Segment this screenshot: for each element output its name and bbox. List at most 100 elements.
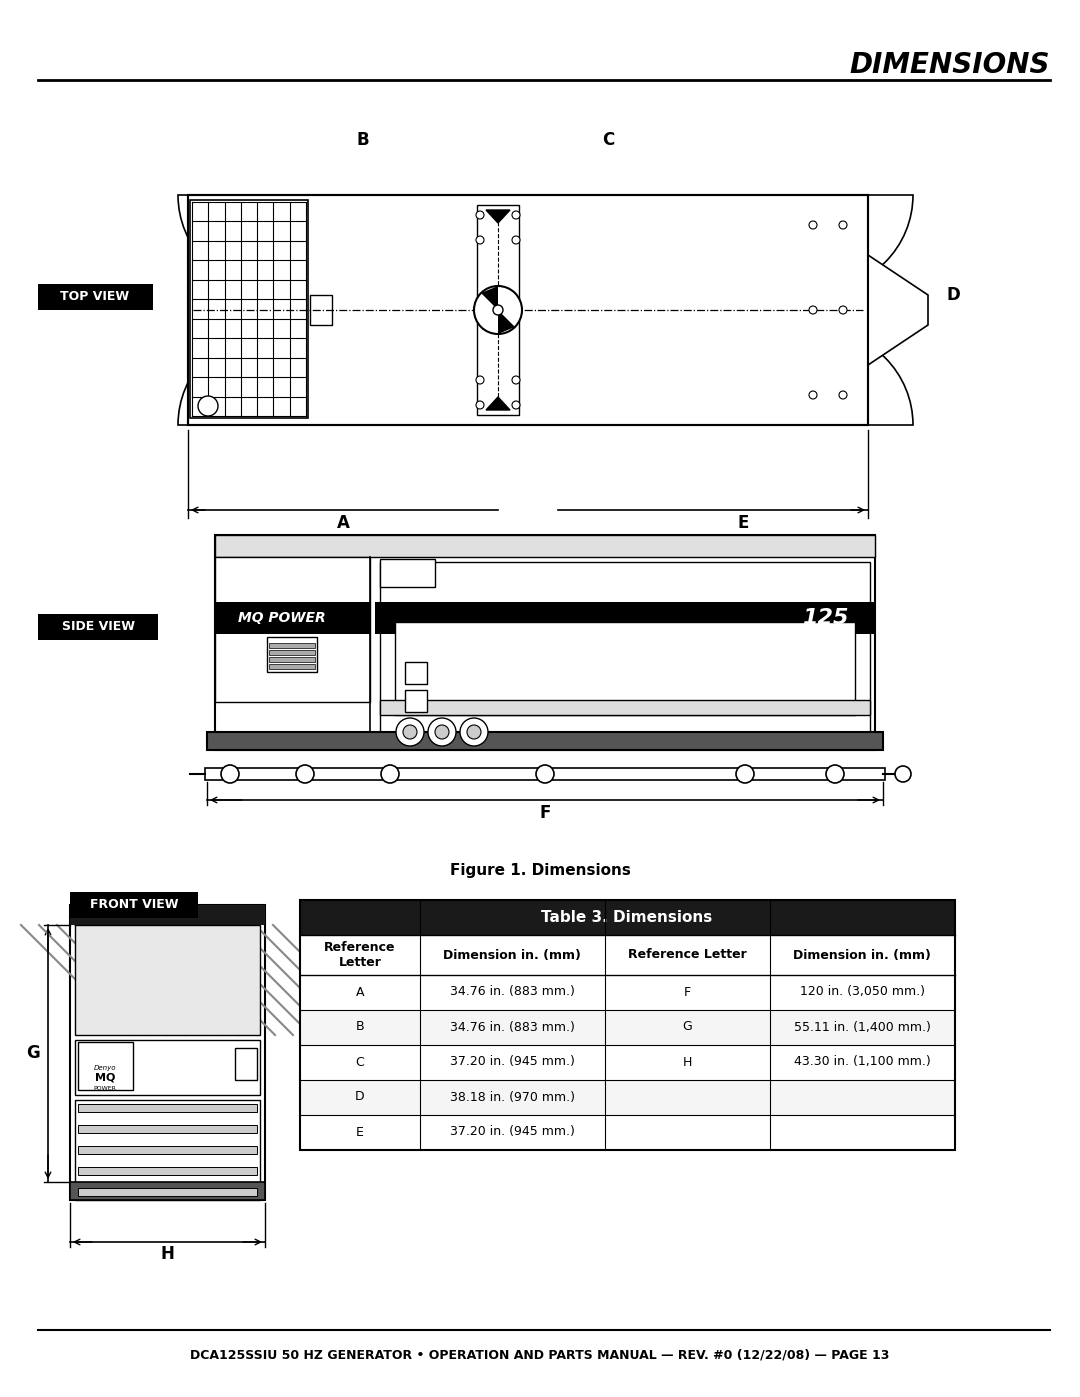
Bar [380, 562, 870, 735]
Bar [75, 1099, 260, 1200]
Text: 34.76 in. (883 mm.): 34.76 in. (883 mm.) [449, 985, 575, 999]
Bar [188, 196, 868, 425]
Text: 120 in. (3,050 mm.): 120 in. (3,050 mm.) [799, 985, 924, 999]
Bar [269, 643, 315, 648]
Bar [188, 196, 868, 425]
Wedge shape [498, 330, 593, 425]
Bar [78, 1166, 257, 1175]
Circle shape [839, 391, 847, 400]
Text: Dimension in. (mm): Dimension in. (mm) [443, 949, 581, 961]
Text: Denyo: Denyo [94, 1065, 117, 1071]
Circle shape [492, 305, 503, 314]
Circle shape [512, 376, 519, 384]
Bar [405, 662, 427, 685]
Wedge shape [463, 196, 558, 291]
Text: A: A [355, 985, 364, 999]
Text: B: B [355, 1020, 364, 1034]
Bar [267, 637, 318, 672]
Text: POWER: POWER [94, 1085, 117, 1091]
Text: E: E [738, 514, 748, 532]
Bar [70, 893, 198, 918]
Bar [269, 650, 315, 655]
Bar [477, 205, 519, 415]
Bar [78, 1146, 257, 1154]
Bar [269, 664, 315, 669]
Text: 37.20 in. (945 mm.): 37.20 in. (945 mm.) [449, 1056, 575, 1069]
Circle shape [809, 221, 816, 229]
Text: SIDE VIEW: SIDE VIEW [62, 620, 135, 633]
Circle shape [474, 286, 522, 334]
Bar [75, 1039, 260, 1095]
Bar [300, 1080, 955, 1115]
Polygon shape [498, 310, 515, 334]
Circle shape [809, 391, 816, 400]
Text: DCA125SSIU 50 HZ GENERATOR • OPERATION AND PARTS MANUAL — REV. #0 (12/22/08) — P: DCA125SSIU 50 HZ GENERATOR • OPERATION A… [190, 1348, 890, 1362]
Circle shape [381, 766, 399, 782]
Bar [300, 975, 955, 1010]
Circle shape [428, 718, 456, 746]
FancyArrowPatch shape [75, 1239, 92, 1245]
Bar [78, 1187, 257, 1196]
Text: Dimension in. (mm): Dimension in. (mm) [793, 949, 931, 961]
Bar [70, 905, 265, 1200]
Text: 125: 125 [801, 608, 848, 629]
Text: MQ: MQ [95, 1073, 116, 1083]
Circle shape [512, 401, 519, 409]
Circle shape [476, 401, 484, 409]
Bar [38, 284, 153, 310]
Bar [205, 768, 885, 780]
Text: 34.76 in. (883 mm.): 34.76 in. (883 mm.) [449, 1020, 575, 1034]
Bar [215, 535, 875, 750]
Bar [269, 657, 315, 662]
Text: TOP VIEW: TOP VIEW [60, 291, 130, 303]
Text: D: D [946, 286, 960, 305]
Text: F: F [684, 985, 690, 999]
Bar [215, 535, 875, 557]
Bar [207, 732, 883, 750]
Bar [300, 1045, 955, 1080]
Text: C: C [355, 1056, 364, 1069]
Text: MQ POWER: MQ POWER [239, 610, 326, 624]
Bar [75, 925, 260, 1035]
Circle shape [895, 766, 912, 782]
Bar [78, 1104, 257, 1112]
Text: FRONT VIEW: FRONT VIEW [90, 898, 178, 911]
Circle shape [512, 236, 519, 244]
Polygon shape [486, 210, 510, 224]
Text: B: B [356, 131, 369, 149]
Bar [300, 935, 955, 975]
Circle shape [512, 211, 519, 219]
Text: E: E [356, 1126, 364, 1139]
Circle shape [735, 766, 754, 782]
Bar [38, 615, 158, 640]
Circle shape [396, 718, 424, 746]
Circle shape [839, 221, 847, 229]
Text: H: H [160, 1245, 174, 1263]
Circle shape [536, 766, 554, 782]
Circle shape [809, 306, 816, 314]
Text: H: H [683, 1056, 691, 1069]
FancyArrowPatch shape [212, 798, 242, 803]
Wedge shape [178, 196, 273, 291]
Wedge shape [463, 330, 558, 425]
Text: 55.11 in. (1,400 mm.): 55.11 in. (1,400 mm.) [794, 1020, 931, 1034]
Bar [78, 1042, 133, 1090]
Text: G: G [26, 1044, 40, 1062]
Bar [215, 557, 370, 703]
Bar [300, 900, 955, 935]
Circle shape [460, 718, 488, 746]
Circle shape [839, 306, 847, 314]
Circle shape [476, 236, 484, 244]
Polygon shape [481, 286, 498, 310]
Text: A: A [337, 514, 350, 532]
Text: Figure 1. Dimensions: Figure 1. Dimensions [449, 862, 631, 877]
FancyArrowPatch shape [243, 1239, 260, 1245]
Text: D: D [355, 1091, 365, 1104]
Bar [70, 905, 265, 925]
Wedge shape [818, 196, 913, 291]
Text: 37.20 in. (945 mm.): 37.20 in. (945 mm.) [449, 1126, 575, 1139]
Circle shape [221, 766, 239, 782]
Circle shape [826, 766, 843, 782]
Text: DIMENSIONS: DIMENSIONS [850, 52, 1050, 80]
Wedge shape [178, 330, 273, 425]
